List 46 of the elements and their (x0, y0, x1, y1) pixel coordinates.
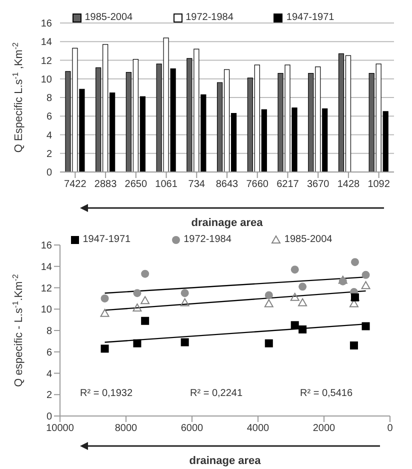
y-tick-label: 12 (40, 56, 52, 67)
annotation: R² = 0,2241 (190, 388, 243, 399)
y-tick-label: 10 (40, 74, 52, 86)
y-tick-label: 14 (40, 262, 52, 273)
legend-label: 1985-2004 (84, 12, 133, 23)
legend-label: 1947-1971 (82, 234, 131, 245)
x-tick-label: 7422 (64, 179, 87, 190)
x-tick-label: 1061 (155, 179, 178, 190)
x-tick-label: 2883 (94, 179, 118, 190)
annotation: R² = 0,1932 (80, 388, 133, 399)
legend-label: 1972-1984 (182, 234, 232, 245)
x-tick-label: 2000 (312, 423, 336, 434)
annotation: R² = 0,5416 (300, 388, 353, 399)
x-tick-label: 8000 (114, 423, 138, 434)
x-tick-label: 1428 (337, 179, 360, 190)
y-tick-label: 8 (46, 93, 52, 104)
y-tick-label: 12 (40, 283, 52, 294)
y-tick-label: 16 (40, 240, 52, 252)
legend-label: 1947-1971 (285, 12, 334, 23)
y-tick-label: 0 (46, 412, 52, 423)
x-tick-label: 0 (387, 423, 394, 434)
y-tick-label: 8 (46, 326, 52, 338)
legend-label: 1985-2004 (283, 234, 332, 245)
x-axis-title: drainage area (191, 217, 264, 229)
x-tick-label: 10000 (46, 423, 74, 434)
x-tick-label: 4000 (246, 423, 270, 434)
x-tick-label: 6217 (276, 179, 300, 190)
x-tick-label: 7660 (246, 179, 269, 190)
y-tick-label: 4 (46, 368, 52, 380)
x-tick-label: 1092 (368, 179, 390, 190)
y-tick-label: 16 (40, 18, 52, 30)
y-tick-label: 2 (46, 390, 52, 402)
y-tick-label: 10 (40, 304, 52, 316)
y-tick-label: 6 (46, 112, 52, 123)
y-tick-label: 6 (46, 347, 52, 358)
x-tick-label: 8643 (216, 179, 239, 190)
y-tick-label: 4 (46, 130, 52, 142)
y-tick-label: 2 (46, 148, 52, 160)
x-tick-label: 2650 (124, 179, 148, 190)
x-tick-label: 3670 (306, 179, 330, 190)
y-tick-label: 14 (40, 37, 52, 48)
x-axis-title: drainage area (189, 455, 262, 467)
y-tick-label: 0 (46, 168, 52, 179)
legend-label: 1972-1984 (184, 12, 234, 23)
x-tick-label: 734 (188, 179, 206, 190)
x-tick-label: 6000 (180, 423, 204, 434)
